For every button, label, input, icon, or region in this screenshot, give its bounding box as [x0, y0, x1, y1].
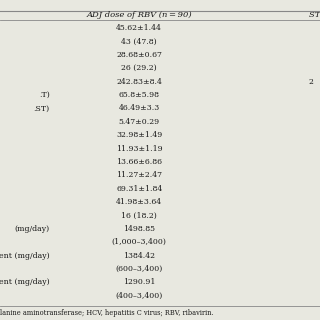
Text: 1498.85: 1498.85: [123, 225, 155, 233]
Text: treatment (mg/day): treatment (mg/day): [0, 252, 50, 260]
Text: 242.83±8.4: 242.83±8.4: [116, 78, 162, 86]
Text: 5.47±0.29: 5.47±0.29: [119, 118, 160, 126]
Text: 16 (18.2): 16 (18.2): [121, 212, 157, 220]
Text: 13.66±6.86: 13.66±6.86: [116, 158, 162, 166]
Text: .T): .T): [39, 91, 50, 99]
Text: 41.98±3.64: 41.98±3.64: [116, 198, 162, 206]
Text: 28.68±0.67: 28.68±0.67: [116, 51, 162, 59]
Text: 69.31±1.84: 69.31±1.84: [116, 185, 162, 193]
Text: 43 (47.8): 43 (47.8): [121, 37, 157, 45]
Text: 1384.42: 1384.42: [123, 252, 155, 260]
Text: lanine aminotransferase; HCV, hepatitis C virus; RBV, ribavirin.: lanine aminotransferase; HCV, hepatitis …: [0, 309, 214, 317]
Text: (400–3,400): (400–3,400): [116, 292, 163, 300]
Text: ADJ dose of RBV (n = 90): ADJ dose of RBV (n = 90): [86, 11, 192, 19]
Text: (mg/day): (mg/day): [14, 225, 50, 233]
Text: (1,000–3,400): (1,000–3,400): [112, 238, 167, 246]
Text: 32.98±1.49: 32.98±1.49: [116, 131, 162, 139]
Text: (600–3,400): (600–3,400): [116, 265, 163, 273]
Text: 11.27±2.47: 11.27±2.47: [116, 171, 162, 179]
Text: 65.8±5.98: 65.8±5.98: [119, 91, 160, 99]
Text: 26 (29.2): 26 (29.2): [121, 64, 157, 72]
Text: 2: 2: [309, 78, 314, 86]
Text: STD do: STD do: [309, 11, 320, 19]
Text: .ST): .ST): [34, 104, 50, 112]
Text: 46.49±3.3: 46.49±3.3: [119, 104, 160, 112]
Text: 1290.91: 1290.91: [123, 278, 156, 286]
Text: treatment (mg/day): treatment (mg/day): [0, 278, 50, 286]
Text: 45.62±1.44: 45.62±1.44: [116, 24, 162, 32]
Text: 11.93±1.19: 11.93±1.19: [116, 145, 163, 153]
